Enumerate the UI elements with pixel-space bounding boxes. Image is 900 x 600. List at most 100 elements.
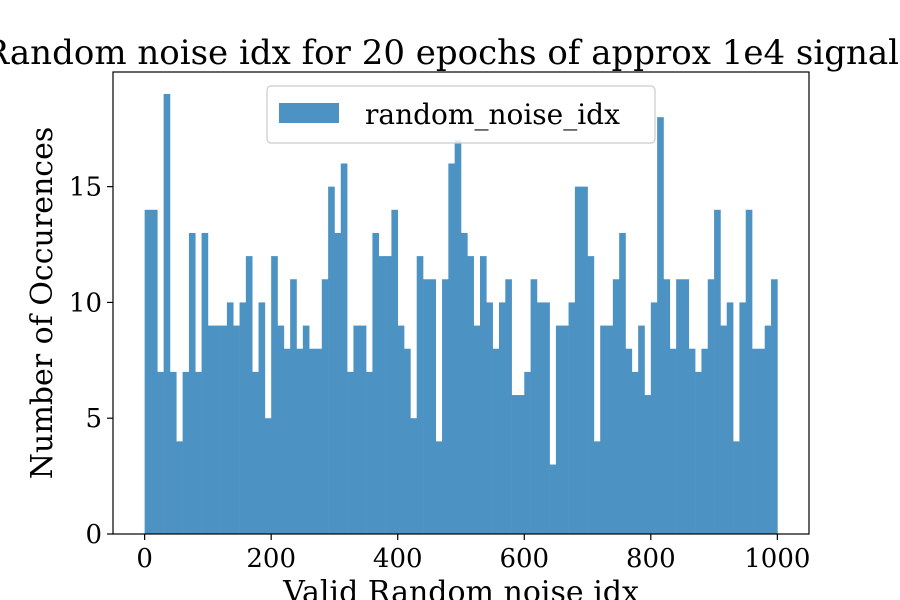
- histogram-bar: [530, 279, 538, 534]
- chart-title: Random noise idx for 20 epochs of approx…: [0, 33, 900, 73]
- histogram-bar: [334, 232, 342, 534]
- x-axis-label: Valid Random noise idx: [282, 575, 639, 600]
- histogram-bar: [752, 348, 759, 534]
- histogram-bar: [606, 325, 614, 534]
- histogram-bar: [581, 186, 588, 534]
- histogram-bar: [423, 279, 430, 534]
- histogram-bar: [220, 325, 228, 534]
- histogram-bar: [650, 302, 658, 534]
- histogram-bar: [239, 302, 247, 534]
- histogram-bar: [150, 209, 158, 535]
- x-tick-label: 1000: [744, 544, 810, 574]
- histogram-bar: [207, 325, 215, 534]
- x-axis: 0 200 400 600 800 1000: [136, 534, 810, 574]
- legend: random_noise_idx: [266, 85, 656, 144]
- histogram-bar: [688, 348, 696, 534]
- histogram-bar: [321, 279, 329, 534]
- histogram-bar: [555, 325, 563, 534]
- histogram-bar: [328, 186, 335, 534]
- histogram-bar: [353, 325, 361, 534]
- histogram-bar: [233, 325, 240, 534]
- histogram-bar: [264, 418, 272, 534]
- x-tick-label: 200: [246, 544, 296, 574]
- histogram-bar: [669, 348, 677, 534]
- histogram-bar: [201, 232, 209, 534]
- histogram-bar: [600, 325, 607, 534]
- histogram-bar: [745, 209, 753, 535]
- histogram-bar: [568, 302, 576, 534]
- histogram-bar: [764, 325, 772, 534]
- legend-label: random_noise_idx: [365, 98, 620, 131]
- histogram-bar: [157, 371, 164, 534]
- bars-group: [144, 94, 778, 535]
- histogram-bar: [416, 256, 424, 534]
- histogram-bar: [397, 325, 405, 534]
- histogram-bar: [714, 209, 721, 535]
- histogram-bar: [517, 395, 525, 534]
- histogram-bar: [720, 325, 728, 534]
- histogram-bar: [359, 325, 367, 534]
- histogram-bar: [562, 325, 569, 534]
- histogram-bar: [410, 418, 418, 534]
- histogram-bar: [707, 279, 715, 534]
- histogram-bar: [739, 302, 747, 534]
- histogram-bar: [657, 117, 664, 534]
- histogram-bar: [169, 371, 177, 534]
- x-tick-label: 400: [373, 544, 423, 574]
- histogram-bar: [543, 302, 550, 534]
- histogram-bar: [214, 325, 221, 534]
- histogram-bar: [473, 325, 481, 534]
- histogram-bar: [511, 395, 519, 534]
- histogram-bar: [258, 302, 266, 534]
- histogram-bar: [467, 256, 474, 534]
- histogram-bar: [593, 441, 601, 534]
- y-tick-label: 10: [69, 288, 102, 318]
- histogram-bar: [454, 140, 462, 534]
- x-tick-label: 0: [136, 544, 153, 574]
- histogram-bar: [372, 232, 380, 534]
- histogram-bar: [188, 232, 196, 534]
- histogram-bar: [302, 325, 310, 534]
- histogram-bar: [695, 371, 702, 534]
- histogram-bar: [442, 279, 449, 534]
- histogram-bar: [486, 302, 493, 534]
- histogram-bar: [226, 302, 234, 534]
- histogram-bar: [366, 371, 373, 534]
- histogram-bar: [612, 279, 620, 534]
- x-tick-label: 600: [499, 544, 549, 574]
- histogram-bar: [378, 256, 386, 534]
- histogram-bar: [479, 256, 487, 534]
- histogram-bar: [391, 209, 399, 535]
- legend-box: [266, 85, 656, 144]
- histogram-bar: [619, 232, 626, 534]
- histogram-bar: [176, 441, 183, 534]
- y-tick-label: 15: [69, 173, 102, 203]
- histogram-bar: [726, 302, 734, 534]
- histogram-bar: [644, 395, 652, 534]
- y-tick-label: 5: [85, 404, 102, 434]
- histogram-bar: [498, 302, 506, 534]
- histogram-bar: [435, 441, 443, 534]
- histogram-bar: [385, 256, 392, 534]
- histogram-bar: [245, 256, 253, 534]
- histogram-bar: [296, 348, 304, 534]
- histogram-bar: [587, 256, 595, 534]
- histogram-bar: [638, 325, 645, 534]
- histogram-bar: [461, 232, 468, 534]
- histogram-bar: [701, 348, 709, 534]
- legend-swatch: [279, 103, 339, 123]
- histogram-bar: [340, 163, 348, 534]
- histogram-bar: [163, 94, 171, 534]
- histogram-bar: [549, 464, 557, 534]
- x-tick-label: 800: [626, 544, 676, 574]
- histogram-bar: [682, 279, 690, 534]
- histogram-bar: [492, 348, 500, 534]
- histogram-bar: [448, 163, 455, 534]
- histogram-bar: [271, 256, 278, 534]
- histogram-bar: [347, 371, 354, 534]
- histogram-bar: [631, 371, 639, 534]
- histogram-bar: [144, 209, 152, 535]
- histogram-bar: [733, 441, 740, 534]
- histogram-bar: [283, 348, 291, 534]
